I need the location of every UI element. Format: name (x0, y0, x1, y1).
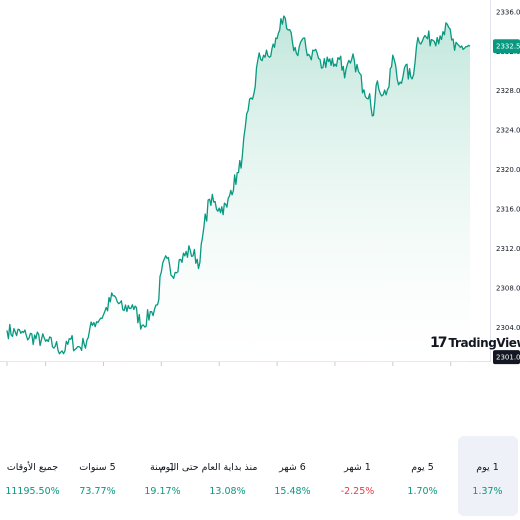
price-tick-label: 2304.00 (496, 324, 520, 332)
price-tick-label: 2320.00 (496, 166, 520, 174)
price-labels: 2332.52 2301.00 (493, 39, 520, 365)
price-tick-label: 2328.00 (496, 87, 520, 95)
period-change-value: 19.17% (144, 486, 181, 497)
last-price-label: 2332.52 (496, 43, 520, 51)
period-change-value: 1.70% (407, 486, 438, 497)
tradingview-logo-icon: 17 (430, 335, 448, 351)
low-price-label-bg (493, 350, 520, 365)
plot-area (6, 15, 471, 362)
price-axis: 2336.002332.002328.002324.002320.002316.… (496, 8, 520, 332)
period-label: 5 سنوات (79, 462, 116, 473)
period-label: 1 يوم (476, 462, 499, 473)
price-chart[interactable]: 2336.002332.002328.002324.002320.002316.… (0, 0, 520, 380)
period-label: جميع الأوقات (6, 462, 59, 473)
period-label: 1 شهر (344, 462, 371, 473)
last-price-label-bg (493, 39, 520, 54)
period-label: 1 سنة (150, 462, 175, 473)
price-area-fill (7, 16, 470, 362)
period-change-value: 1.37% (472, 486, 503, 497)
price-tick-label: 2324.00 (496, 127, 520, 135)
tradingview-logo-text: TradingView (448, 336, 520, 350)
period-change-value: 11195.50% (5, 486, 60, 497)
price-tick-label: 2308.00 (496, 285, 520, 293)
period-3[interactable]: 1 شهر -2.25% (328, 436, 388, 516)
performance-periods: 1 يوم 1.37% 5 يوم 1.70% 1 شهر -2.25% 6 شهر 15.4… (0, 436, 520, 520)
period-6[interactable]: 1 سنة 19.17% (133, 436, 193, 516)
period-2[interactable]: 5 يوم 1.70% (393, 436, 453, 516)
period-change-value: 15.48% (274, 486, 311, 497)
period-change-value: 73.77% (79, 486, 116, 497)
period-label: 5 يوم (411, 462, 434, 473)
price-tick-label: 2312.00 (496, 245, 520, 253)
period-label: منذ بداية العام حتى اليوم (159, 462, 258, 473)
period-1[interactable]: 1 يوم 1.37% (457, 436, 518, 516)
period-label: 6 شهر (279, 462, 306, 473)
period-7[interactable]: 5 سنوات 73.77% (68, 436, 128, 516)
period-5[interactable]: منذ بداية العام حتى اليوم 13.08% (159, 436, 258, 516)
period-change-value: 13.08% (209, 486, 246, 497)
period-8[interactable]: جميع الأوقات 11195.50% (3, 436, 63, 516)
low-price-label: 2301.00 (496, 354, 520, 362)
price-tick-label: 2316.00 (496, 206, 520, 214)
period-change-value: -2.25% (340, 486, 375, 497)
price-line (6, 15, 471, 355)
tradingview-logo[interactable]: 17 TradingView (430, 333, 520, 353)
time-axis: 01:0003:0006:0009:0012:0015:0018:0021:00… (6, 362, 452, 366)
price-tick-label: 2336.00 (496, 8, 520, 16)
period-4[interactable]: 6 شهر 15.48% (263, 436, 323, 516)
